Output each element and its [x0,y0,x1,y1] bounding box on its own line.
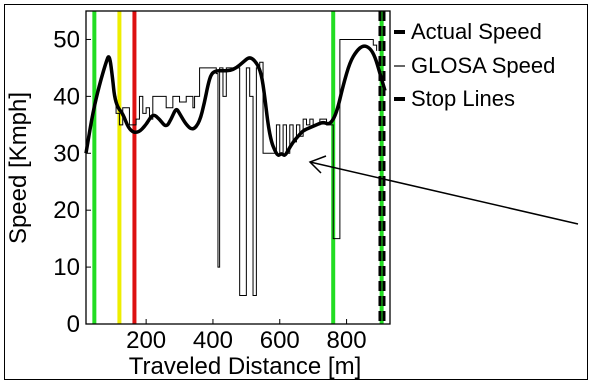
legend-stop-label: Stop Lines [411,86,515,111]
legend-actual-label: Actual Speed [411,19,542,44]
x-tick-label: 600 [260,327,300,354]
series-actual-speed-line [84,44,387,157]
plot-area [85,10,391,325]
y-tick-label: 0 [67,311,80,338]
y-tick-label: 40 [53,83,80,110]
series-glosa-speed-line [114,38,378,297]
y-tick-label: 50 [53,26,80,53]
figure-frame [4,4,588,380]
x-tick-label: 400 [193,327,233,354]
legend-glosa-label: GLOSA Speed [411,53,555,78]
y-axis-label: Speed [Kmph] [5,92,32,244]
y-tick-label: 10 [53,254,80,281]
y-tick-label: 20 [53,197,80,224]
y-tick-label: 30 [53,140,80,167]
x-axis-label: Traveled Distance [m] [129,353,362,380]
x-tick-label: 800 [327,327,367,354]
legend: Actual Speed GLOSA Speed Stop Lines [394,19,555,111]
x-tick-label: 200 [126,327,166,354]
annotation-arrowhead [308,155,327,174]
annotation-arrow [309,161,579,225]
